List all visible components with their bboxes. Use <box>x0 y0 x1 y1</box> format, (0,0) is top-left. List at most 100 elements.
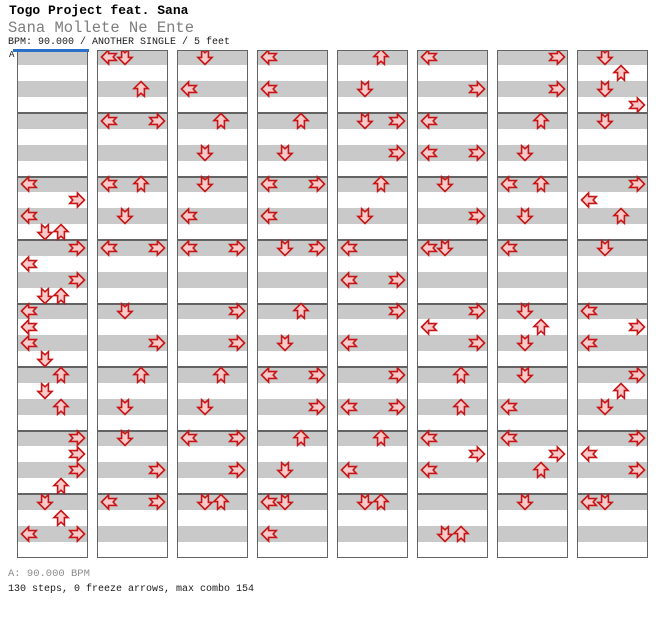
measure-separator <box>178 429 247 432</box>
arrow-right-icon <box>67 191 86 210</box>
measure-separator <box>258 239 327 241</box>
arrow-right-icon <box>67 238 86 257</box>
arrow-down-icon <box>595 397 614 416</box>
bpm-readout: A: 90.000 BPM <box>8 568 90 580</box>
beat-band <box>418 351 487 367</box>
beat-band <box>18 160 87 177</box>
arrow-down-icon <box>35 223 54 241</box>
arrow-left-icon <box>99 111 118 130</box>
arrow-up-icon <box>451 525 470 543</box>
beat-band <box>578 351 647 367</box>
beat-band <box>578 160 647 177</box>
arrow-left-icon <box>259 524 278 543</box>
beat-band <box>18 51 87 66</box>
arrow-up-icon <box>51 477 70 496</box>
arrow-down-icon <box>515 365 534 384</box>
chart-info: BPM: 90.000 / ANOTHER SINGLE / 5 feet <box>8 37 231 48</box>
arrow-right-icon <box>387 111 406 130</box>
beat-band <box>498 414 567 431</box>
measure-separator <box>578 112 647 114</box>
arrow-right-icon <box>547 80 566 99</box>
measure-separator <box>418 429 487 432</box>
measure-separator <box>258 112 327 114</box>
beat-band <box>578 128 647 145</box>
arrow-left-icon <box>419 143 438 162</box>
measure-separator <box>18 175 87 178</box>
arrow-left-icon <box>99 492 118 511</box>
beat-band <box>178 271 247 288</box>
beat-band <box>98 351 167 367</box>
arrow-left-icon <box>19 175 38 194</box>
measure-separator <box>578 302 647 305</box>
arrow-right-icon <box>307 397 326 416</box>
beat-band <box>418 97 487 113</box>
arrow-left-icon <box>499 238 518 257</box>
arrow-right-icon <box>67 524 86 543</box>
beat-band <box>98 382 167 399</box>
arrow-down-icon <box>595 492 614 511</box>
arrow-right-icon <box>547 445 566 464</box>
beat-band <box>338 287 407 304</box>
arrow-up-icon <box>531 175 550 194</box>
beat-band <box>98 224 167 240</box>
arrow-right-icon <box>67 429 86 448</box>
arrow-right-icon <box>387 397 406 416</box>
measure-separator <box>418 493 487 495</box>
beat-band <box>98 65 167 82</box>
arrow-up-icon <box>291 429 310 448</box>
beat-band <box>178 525 247 542</box>
chart-column <box>97 50 168 558</box>
measure-separator <box>338 302 407 305</box>
arrow-right-icon <box>627 365 646 384</box>
arrow-right-icon <box>67 461 86 480</box>
arrow-down-icon <box>35 350 54 368</box>
beat-band <box>418 541 487 557</box>
arrow-down-icon <box>195 51 214 67</box>
beat-band <box>178 65 247 82</box>
beat-band <box>258 541 327 557</box>
beat-band <box>418 478 487 494</box>
beat-band <box>338 541 407 557</box>
arrow-right-icon <box>387 365 406 384</box>
beat-band <box>178 128 247 145</box>
arrow-up-icon <box>531 112 550 130</box>
arrow-right-icon <box>227 238 246 257</box>
measure-separator <box>338 366 407 368</box>
arrow-down-icon <box>115 397 134 416</box>
arrow-up-icon <box>131 80 150 99</box>
beat-band <box>98 271 167 288</box>
arrow-right-icon <box>627 318 646 337</box>
section-a-marker-line <box>13 48 89 52</box>
arrow-left-icon <box>339 270 358 289</box>
measure-separator <box>578 239 647 241</box>
measure-separator <box>98 493 167 495</box>
beat-band <box>258 128 327 145</box>
arrow-left-icon <box>99 175 118 194</box>
arrow-right-icon <box>627 461 646 480</box>
artist-name: Togo Project feat. Sana <box>9 3 189 18</box>
measure-separator <box>418 302 487 305</box>
beat-band <box>98 478 167 494</box>
arrow-down-icon <box>275 334 294 352</box>
beat-band <box>98 287 167 304</box>
arrow-left-icon <box>339 334 358 353</box>
beat-band <box>498 287 567 304</box>
arrow-left-icon <box>419 429 438 448</box>
beat-band <box>98 541 167 557</box>
beat-band <box>178 382 247 399</box>
beat-band <box>338 65 407 82</box>
arrow-down-icon <box>275 461 294 479</box>
arrow-up-icon <box>51 366 70 384</box>
beat-band <box>18 414 87 431</box>
arrow-left-icon <box>259 175 278 194</box>
beat-band <box>418 192 487 209</box>
arrow-right-icon <box>467 445 486 464</box>
beat-band <box>98 525 167 542</box>
beat-band <box>178 51 247 66</box>
arrow-right-icon <box>227 302 246 321</box>
beat-band <box>338 414 407 431</box>
arrow-down-icon <box>515 207 534 225</box>
arrow-right-icon <box>467 207 486 226</box>
arrow-left-icon <box>19 318 38 337</box>
